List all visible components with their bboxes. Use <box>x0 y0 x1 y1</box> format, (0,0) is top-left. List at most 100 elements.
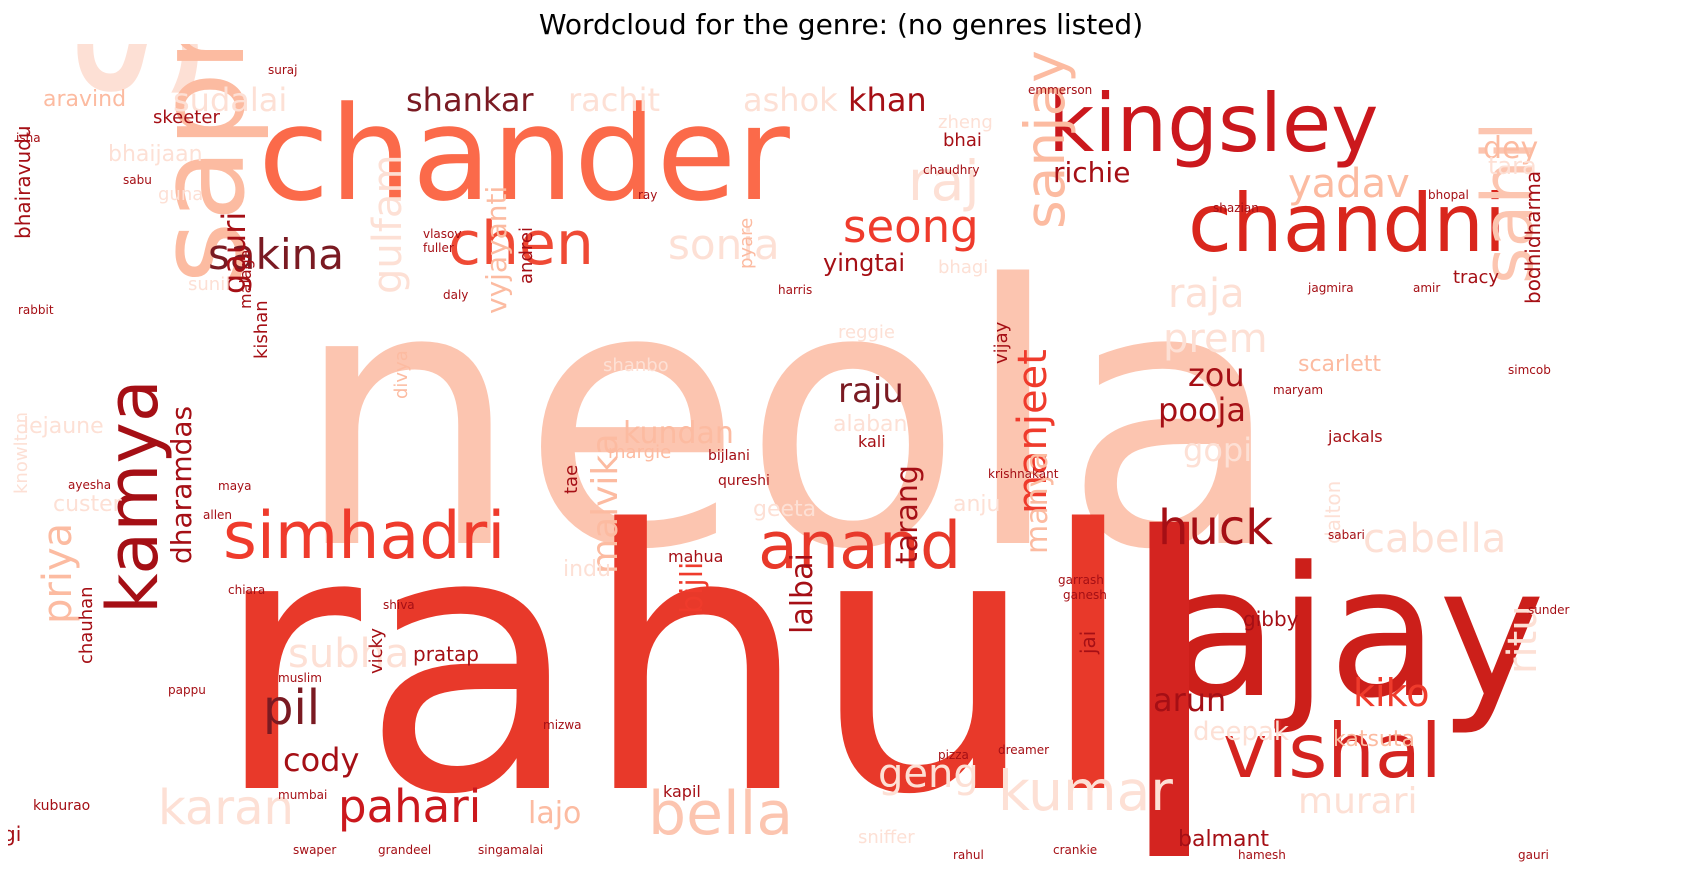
word-cloud-word: huck <box>1158 500 1274 556</box>
word-cloud-word: jagmira <box>1308 281 1354 295</box>
word-cloud-word: bella <box>648 779 794 849</box>
word-cloud-word: skeeter <box>153 107 220 128</box>
word-cloud-word: kuburao <box>33 798 91 814</box>
word-cloud-word: suraj <box>268 63 298 77</box>
word-cloud-word: richie <box>1053 156 1131 189</box>
word-cloud-word: subha <box>288 631 410 677</box>
word-cloud-word: seong <box>843 200 979 253</box>
word-cloud-word: isha <box>16 131 41 145</box>
word-cloud-word: anand <box>758 509 962 584</box>
word-cloud-word: chander <box>258 78 790 230</box>
word-cloud-word: rabbit <box>18 303 54 317</box>
word-cloud-word: sunil <box>188 274 231 295</box>
word-cloud-word: guna <box>158 184 204 205</box>
word-cloud-word: sanjay <box>1013 50 1077 229</box>
word-cloud-word: bhagi <box>938 257 989 278</box>
word-cloud-word: chiara <box>228 583 266 597</box>
word-cloud-word: scarlett <box>1298 352 1381 377</box>
word-cloud-word: kapil <box>663 782 701 801</box>
word-cloud-word: pyare <box>736 217 757 269</box>
word-cloud-word: sniffer <box>858 827 915 848</box>
word-cloud-word: karan <box>158 780 294 836</box>
word-cloud-word: sonia <box>668 220 780 269</box>
word-cloud-word: singamalai <box>478 843 544 857</box>
word-cloud-word: neola <box>293 209 1284 628</box>
word-cloud-word: lajo <box>528 796 582 831</box>
word-cloud-word: sunder <box>1528 603 1570 617</box>
word-cloud-word: balmant <box>1178 827 1270 852</box>
word-cloud-word: raju <box>838 371 904 411</box>
word-cloud-word: geeta <box>753 497 817 522</box>
chart-title: Wordcloud for the genre: (no genres list… <box>538 8 1144 41</box>
word-cloud-word: arun <box>1153 681 1227 719</box>
word-cloud-word: raj <box>908 149 980 213</box>
word-cloud: neolarahulajaylchandersinghsapnakingsley… <box>8 44 1678 879</box>
word-cloud-word: kundan <box>623 416 734 451</box>
word-cloud-word: rahul <box>213 454 1138 873</box>
word-cloud-word: gopi <box>1183 431 1253 469</box>
word-cloud-word: reggie <box>838 322 896 343</box>
word-cloud-word: gibby <box>1243 607 1299 631</box>
word-cloud-word: l <box>1108 448 1231 879</box>
word-cloud-word: gauri <box>1518 848 1549 862</box>
word-cloud-word: pratap <box>413 642 479 666</box>
word-cloud-word: muslim <box>278 671 322 685</box>
word-cloud-word: ganesh <box>1063 588 1107 602</box>
word-cloud-word: krishnakant <box>988 467 1059 481</box>
word-cloud-word: khan <box>848 81 927 119</box>
word-cloud-word: pooja <box>1158 391 1246 429</box>
word-cloud-word: sabari <box>1328 528 1365 542</box>
word-cloud-word: prem <box>1163 316 1268 362</box>
word-cloud-word: bijli <box>675 561 710 614</box>
word-cloud-word: geng <box>878 751 979 797</box>
word-cloud-word: ayesha <box>68 478 112 492</box>
word-cloud-word: tracy <box>1453 267 1500 288</box>
word-cloud-word: lejaune <box>23 414 104 439</box>
word-cloud-word: andrei <box>516 227 537 284</box>
word-cloud-word: deepak <box>1193 717 1289 747</box>
word-cloud-word: alaban <box>833 412 908 437</box>
word-cloud-word: bhai <box>943 130 982 151</box>
word-cloud-word: fuller <box>423 241 454 255</box>
word-cloud-word: mahua <box>668 547 724 566</box>
word-cloud-word: vyjayanti <box>480 185 513 314</box>
word-cloud-word: garrash <box>1058 573 1104 587</box>
word-cloud-word: priya <box>35 522 81 624</box>
word-cloud-word: zheng <box>938 112 993 133</box>
word-cloud-word: daly <box>443 288 469 302</box>
word-cloud-word: margie <box>608 442 672 463</box>
word-cloud-word: mumbai <box>278 788 328 802</box>
word-cloud-word: emmerson <box>1028 83 1093 97</box>
word-cloud-word: hamesh <box>1238 848 1286 862</box>
word-cloud-word: gi <box>8 822 22 846</box>
word-cloud-word: custer <box>53 492 122 517</box>
word-cloud-word: sabu <box>123 173 152 187</box>
word-cloud-word: tae <box>561 464 582 494</box>
word-cloud-word: shazian <box>1213 201 1259 215</box>
word-cloud-word: sakina <box>208 230 344 279</box>
word-cloud-word: crankie <box>1053 843 1098 857</box>
word-cloud-word: harris <box>778 283 813 297</box>
word-cloud-word: bodhidharma <box>1521 170 1545 304</box>
word-cloud-word: knowlton <box>11 411 32 494</box>
word-cloud-word: indu <box>563 557 611 582</box>
word-cloud-word: vijay <box>991 321 1012 364</box>
word-cloud-word: vishal <box>1223 707 1442 795</box>
word-cloud-word: kishan <box>251 300 272 359</box>
word-cloud-word: kali <box>858 432 886 451</box>
word-cloud-word: pahari <box>338 780 482 833</box>
word-cloud-word: shiva <box>383 598 415 612</box>
word-cloud-word: cabella <box>1363 516 1507 562</box>
word-cloud-word: ashok <box>743 81 838 119</box>
word-cloud-word: vicky <box>366 628 387 674</box>
word-cloud-word: ray <box>638 188 658 202</box>
word-cloud-word: simcob <box>1508 363 1551 377</box>
word-cloud-word: rachit <box>568 81 661 119</box>
word-cloud-word: katsuta <box>1333 727 1415 752</box>
word-cloud-word: jai <box>1076 630 1100 654</box>
word-cloud-word: dreamer <box>998 743 1050 757</box>
word-cloud-word: kingsley <box>1048 77 1379 170</box>
word-cloud-word: bhaijaan <box>108 142 203 167</box>
word-cloud-word: pizza <box>938 748 969 762</box>
word-cloud-word: ajay <box>1168 529 1546 738</box>
